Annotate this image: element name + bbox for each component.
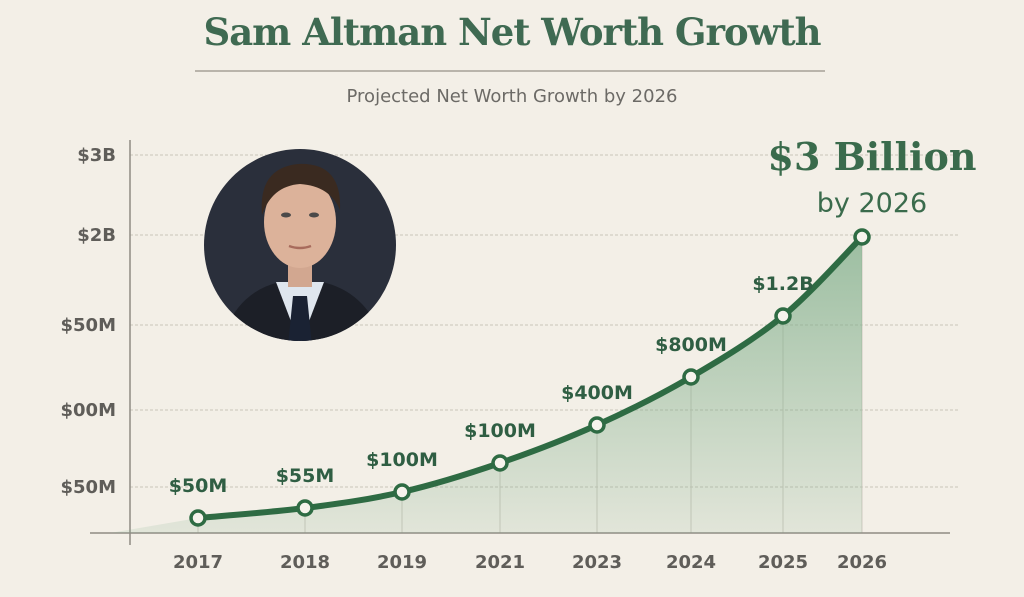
y-axis-ticks: $50M $00M $50M $2B $3B — [61, 145, 117, 498]
chart-title: Sam Altman Net Worth Growth — [203, 10, 821, 54]
title-divider — [195, 70, 825, 72]
data-point-2017 — [189, 509, 207, 527]
data-point-2023 — [588, 416, 606, 434]
x-tick-label: 2017 — [173, 552, 223, 573]
x-axis-ticks: 2017 2018 2019 2021 2023 2024 2025 2026 — [173, 552, 887, 573]
x-tick-label: 2018 — [280, 552, 330, 573]
callout-subline: by 2026 — [817, 188, 927, 219]
data-point-2018 — [296, 499, 314, 517]
y-tick-label: $00M — [61, 400, 117, 421]
chart-subtitle: Projected Net Worth Growth by 2026 — [346, 86, 678, 107]
data-label-2025: $1.2B — [752, 273, 813, 295]
series-line — [195, 234, 865, 521]
x-tick-label: 2019 — [377, 552, 427, 573]
data-point-2019 — [393, 483, 411, 501]
data-labels: $50M $55M $100M $100M $400M $800M $1.2B — [169, 273, 814, 497]
y-tick-label: $50M — [61, 315, 117, 336]
data-points — [189, 228, 871, 527]
callout-headline: $3 Billion — [768, 134, 977, 179]
x-tick-label: 2024 — [666, 552, 716, 573]
x-tick-label: 2021 — [475, 552, 525, 573]
y-tick-label: $50M — [61, 477, 117, 498]
data-point-2025 — [774, 307, 792, 325]
y-tick-label: $2B — [77, 225, 116, 246]
data-label-2018: $55M — [276, 465, 335, 487]
x-tick-label: 2023 — [572, 552, 622, 573]
data-point-2026 — [853, 228, 871, 246]
data-point-2021 — [491, 454, 509, 472]
data-label-2021: $100M — [464, 420, 536, 442]
y-tick-label: $3B — [77, 145, 116, 166]
data-point-2024 — [682, 368, 700, 386]
data-label-2023: $400M — [561, 382, 633, 404]
x-tick-label: 2026 — [837, 552, 887, 573]
data-label-2017: $50M — [169, 475, 228, 497]
area-fill — [110, 237, 862, 533]
data-label-2019: $100M — [366, 449, 438, 471]
data-label-2024: $800M — [655, 334, 727, 356]
portrait-photo — [204, 149, 396, 341]
x-tick-label: 2025 — [758, 552, 808, 573]
